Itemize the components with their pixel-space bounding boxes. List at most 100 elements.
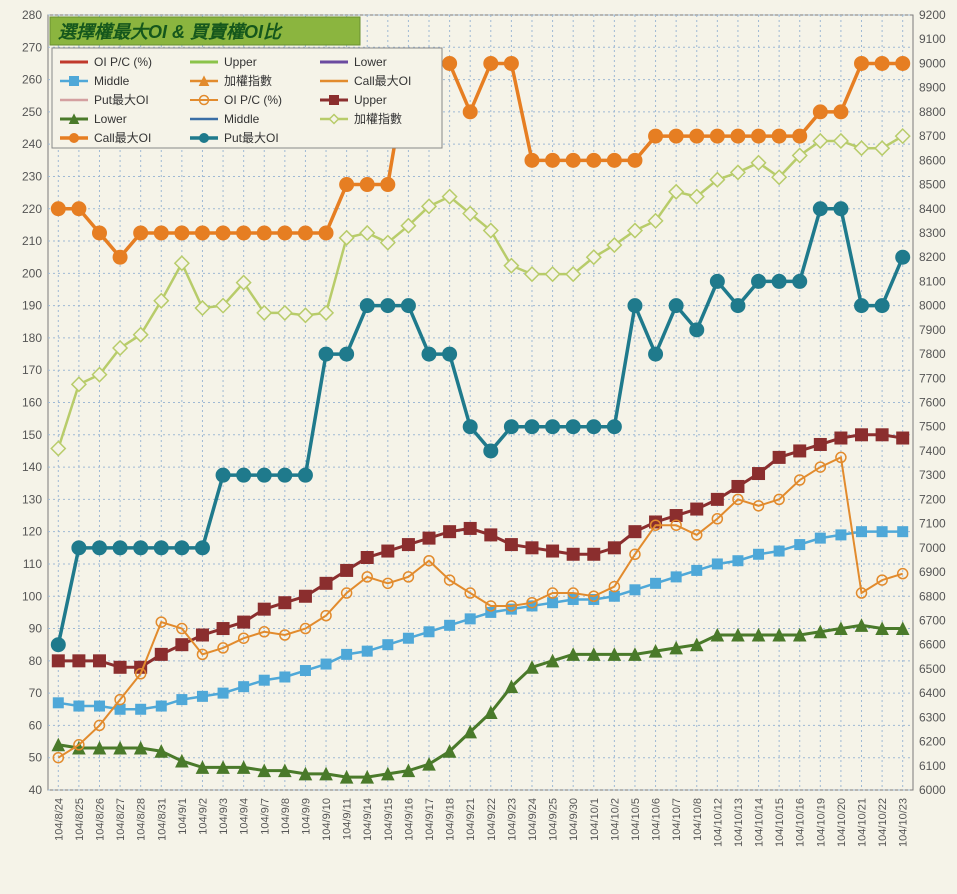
y-right-label: 6700 bbox=[919, 613, 946, 627]
x-label: 104/9/17 bbox=[424, 798, 436, 841]
legend: OI P/C (%) Upper Lower Middle 加權指數 Call最大OI Pu… bbox=[52, 48, 442, 148]
y-left-label: 170 bbox=[22, 363, 42, 377]
x-label: 104/8/26 bbox=[94, 798, 106, 841]
x-label: 104/10/21 bbox=[857, 798, 869, 847]
y-left-label: 60 bbox=[29, 718, 43, 732]
x-label: 104/10/16 bbox=[795, 798, 807, 847]
y-left-label: 120 bbox=[22, 525, 42, 539]
y-left-label: 230 bbox=[22, 169, 42, 183]
y-right-label: 9000 bbox=[919, 56, 946, 70]
x-label: 104/10/8 bbox=[692, 798, 704, 841]
y-left-label: 180 bbox=[22, 331, 42, 345]
y-right-label: 7800 bbox=[919, 347, 946, 361]
y-left-label: 150 bbox=[22, 428, 42, 442]
y-right-label: 9200 bbox=[919, 8, 946, 22]
y-right-label: 6200 bbox=[919, 735, 946, 749]
x-label: 104/10/13 bbox=[733, 798, 745, 847]
x-label: 104/9/22 bbox=[486, 798, 498, 841]
legend-label: Upper bbox=[224, 55, 257, 69]
y-right-label: 7200 bbox=[919, 492, 946, 506]
y-right-label: 7500 bbox=[919, 420, 946, 434]
x-label: 104/8/24 bbox=[53, 798, 65, 841]
y-left-label: 50 bbox=[29, 751, 43, 765]
y-left-label: 80 bbox=[29, 654, 43, 668]
y-left-label: 40 bbox=[29, 783, 43, 797]
x-label: 104/9/1 bbox=[177, 798, 189, 835]
x-label: 104/9/18 bbox=[445, 798, 457, 841]
x-label: 104/9/7 bbox=[259, 798, 271, 835]
y-right-label: 6100 bbox=[919, 759, 946, 773]
legend-label: Put最大OI bbox=[224, 131, 279, 145]
legend-label: OI P/C (%) bbox=[94, 55, 152, 69]
y-right-label: 6500 bbox=[919, 662, 946, 676]
y-left-label: 270 bbox=[22, 40, 42, 54]
y-left-label: 240 bbox=[22, 137, 42, 151]
x-label: 104/10/7 bbox=[671, 798, 683, 841]
y-right-label: 8700 bbox=[919, 129, 946, 143]
legend-label: Call最大OI bbox=[94, 131, 151, 145]
y-right-label: 7000 bbox=[919, 541, 946, 555]
x-label: 104/9/3 bbox=[218, 798, 230, 835]
x-label: 104/10/6 bbox=[651, 798, 663, 841]
x-label: 104/9/23 bbox=[506, 798, 518, 841]
y-right-label: 8200 bbox=[919, 250, 946, 264]
y-left-label: 70 bbox=[29, 686, 43, 700]
y-right-label: 8800 bbox=[919, 105, 946, 119]
y-right-label: 7300 bbox=[919, 468, 946, 482]
y-right-label: 6000 bbox=[919, 783, 946, 797]
legend-label: Lower bbox=[94, 112, 127, 126]
x-label: 104/9/30 bbox=[568, 798, 580, 841]
legend-label: Middle bbox=[224, 112, 260, 126]
x-label: 104/9/11 bbox=[342, 798, 354, 840]
x-label: 104/10/12 bbox=[712, 798, 724, 847]
legend-label: OI P/C (%) bbox=[224, 93, 282, 107]
x-label: 104/10/14 bbox=[754, 798, 766, 847]
x-label: 104/9/8 bbox=[280, 798, 292, 835]
y-left-label: 140 bbox=[22, 460, 42, 474]
x-label: 104/9/21 bbox=[465, 798, 477, 841]
y-right-label: 7900 bbox=[919, 323, 946, 337]
legend-label: Put最大OI bbox=[94, 93, 149, 107]
y-left-label: 100 bbox=[22, 589, 42, 603]
y-right-label: 7700 bbox=[919, 371, 946, 385]
legend-label: Middle bbox=[94, 74, 130, 88]
chart-svg: 4050607080901001101201301401501601701801… bbox=[0, 0, 957, 894]
x-label: 104/10/22 bbox=[877, 798, 889, 847]
legend-label: 加權指數 bbox=[224, 73, 272, 88]
y-left-label: 210 bbox=[22, 234, 42, 248]
y-right-label: 8500 bbox=[919, 178, 946, 192]
x-label: 104/9/14 bbox=[362, 798, 374, 841]
x-label: 104/10/15 bbox=[774, 798, 786, 847]
x-label: 104/9/16 bbox=[403, 798, 415, 841]
x-label: 104/10/19 bbox=[815, 798, 827, 847]
y-right-label: 8600 bbox=[919, 153, 946, 167]
x-label: 104/9/15 bbox=[383, 798, 395, 841]
chart-title: 選擇權最大OI & 買賣權OI比 bbox=[50, 17, 360, 45]
x-label: 104/10/20 bbox=[836, 798, 848, 847]
y-left-label: 260 bbox=[22, 73, 42, 87]
x-label: 104/9/24 bbox=[527, 798, 539, 841]
legend-label: Upper bbox=[354, 93, 387, 107]
x-label: 104/9/25 bbox=[548, 798, 560, 841]
x-label: 104/10/5 bbox=[630, 798, 642, 841]
title-text: 選擇權最大OI & 買賣權OI比 bbox=[58, 22, 283, 42]
x-label: 104/9/10 bbox=[321, 798, 333, 841]
y-right-label: 7600 bbox=[919, 396, 946, 410]
x-label: 104/8/25 bbox=[74, 798, 86, 841]
y-right-label: 8100 bbox=[919, 274, 946, 288]
y-right-label: 6400 bbox=[919, 686, 946, 700]
y-right-label: 6600 bbox=[919, 638, 946, 652]
y-left-label: 250 bbox=[22, 105, 42, 119]
legend-label: Lower bbox=[354, 55, 387, 69]
y-right-label: 8300 bbox=[919, 226, 946, 240]
y-right-label: 8900 bbox=[919, 81, 946, 95]
x-label: 104/10/2 bbox=[609, 798, 621, 841]
y-left-label: 200 bbox=[22, 266, 42, 280]
legend-label: Call最大OI bbox=[354, 74, 411, 88]
y-right-label: 6800 bbox=[919, 589, 946, 603]
y-left-label: 130 bbox=[22, 492, 42, 506]
y-right-label: 6900 bbox=[919, 565, 946, 579]
y-left-label: 220 bbox=[22, 202, 42, 216]
x-label: 104/10/1 bbox=[589, 798, 601, 841]
y-right-label: 8400 bbox=[919, 202, 946, 216]
